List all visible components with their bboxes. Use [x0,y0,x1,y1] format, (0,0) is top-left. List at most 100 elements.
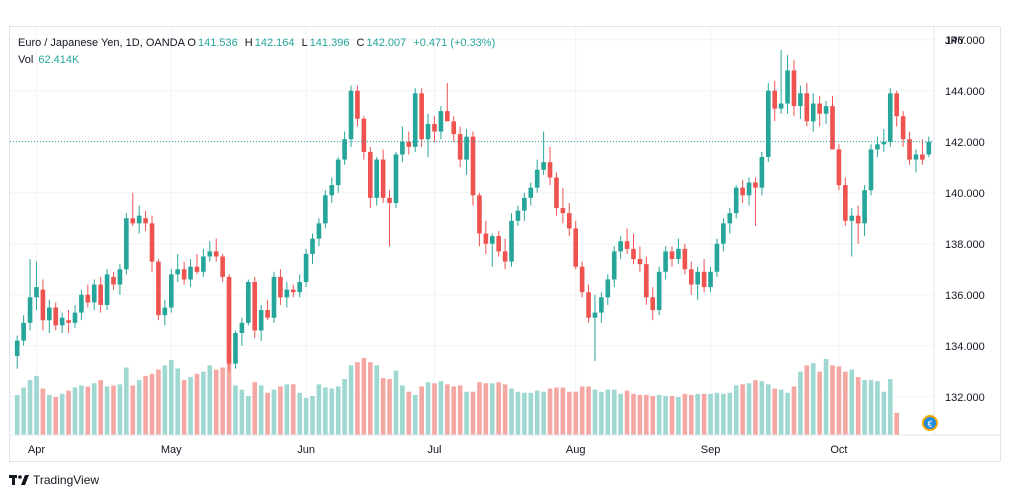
volume-bar [393,370,399,435]
candle-body [111,276,116,285]
candle [862,185,867,237]
candle-body [830,106,835,150]
volume-bar [682,393,688,435]
candle [656,266,662,316]
time-tick-label: Jun [297,444,315,456]
candle [329,177,335,203]
candle-body [477,195,482,234]
candle-body [342,139,347,160]
candle [746,177,752,206]
candle-body [98,284,103,305]
volume-bar [124,367,129,435]
symbol-title[interactable]: Euro / Japanese Yen, 1D, OANDA [18,37,185,49]
candle [566,202,572,237]
candle [374,157,380,206]
candle [855,205,861,244]
candle-body [239,322,245,333]
volume-bar [21,387,26,435]
candle-body [579,266,585,293]
candle-body [823,106,829,114]
candle [168,269,174,313]
candle [489,233,495,267]
volume-bar [701,393,707,435]
candle [682,243,688,275]
candle [271,271,277,323]
svg-text:€: € [927,419,932,429]
candle-body [599,297,604,313]
candle-body [316,223,322,239]
volume-bar [361,357,367,435]
volume-bar [477,382,482,435]
volume-bar [66,390,71,435]
candle-body [926,141,932,155]
events-badge-icon[interactable]: € [922,415,938,431]
candle [759,151,765,196]
candle [130,192,136,226]
candle-body [438,111,444,132]
candle [445,83,450,122]
candle [740,180,745,203]
candle [778,49,784,114]
candle-body [522,197,527,211]
volume-bar [843,371,848,435]
tradingview-logo-icon [9,475,29,485]
candle [323,190,328,229]
candle [708,266,713,293]
candle [438,106,444,140]
candle [733,185,739,219]
candle-body [907,139,912,160]
volume-bar [316,384,322,435]
candle-body [759,157,765,188]
candle-body [432,123,437,132]
volume-bar [875,381,880,435]
candle [920,139,925,165]
candle [124,213,129,275]
candle [605,274,611,305]
candle-body [278,276,283,298]
volume-bars [14,357,900,435]
volume-bar [233,385,238,435]
candle [534,159,540,193]
candle-body [509,220,514,262]
volume-bar [541,391,546,435]
volume-bar [27,380,33,435]
candle-body [740,187,745,196]
volume-bar [470,391,476,435]
candle-body [53,307,59,326]
volume-bar [791,386,797,435]
candle-body [406,141,412,147]
candle [765,83,771,163]
candle [592,294,598,362]
candle-body [586,292,591,318]
candle [464,129,469,175]
candle [14,335,20,369]
candle [265,299,270,321]
price-axis: 146.000 144.000 142.000 140.000 138.000 136.0… [10,27,1000,436]
volume-bar [207,365,213,435]
volume-bar [785,392,790,435]
brand-footer[interactable]: TradingView [9,471,99,489]
candles [14,49,932,372]
candle [258,304,264,341]
candle [573,220,579,270]
volume-bar [496,382,501,435]
candle [412,88,418,152]
candle-body [207,251,213,257]
candle [701,259,707,293]
time-tick-label: Aug [566,444,586,456]
candle [143,210,148,231]
candle-body [913,154,919,160]
volume-bar [220,367,225,435]
candle-body [290,289,296,293]
candle-body [547,162,553,178]
volume-bar [117,384,123,435]
low-label: L [301,37,308,49]
candle [400,126,405,163]
open-value: 141.536 [197,37,238,49]
volume-bar [740,384,745,435]
candle [220,253,225,282]
candle-body [271,276,277,318]
candle-body [836,149,842,186]
volume-bar [130,385,136,435]
